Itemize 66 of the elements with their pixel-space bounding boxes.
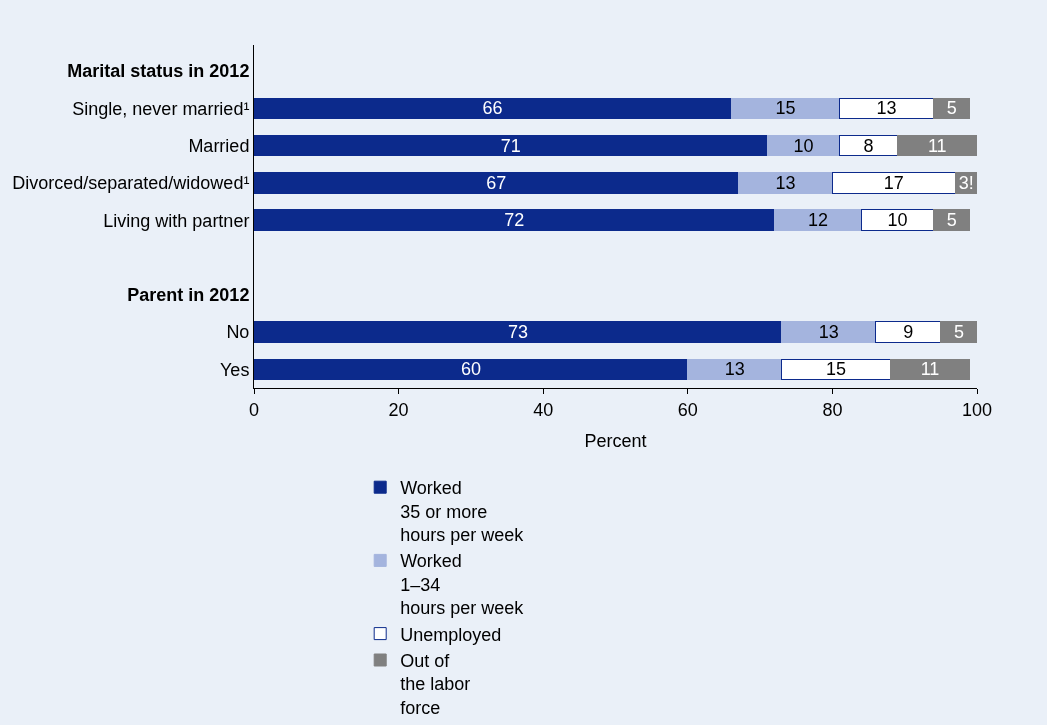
data-label: 3!	[958, 172, 974, 193]
y-tick-label: Yes	[220, 359, 250, 380]
bar	[875, 321, 942, 343]
bar	[254, 209, 776, 231]
bar	[896, 134, 977, 157]
bar	[766, 134, 841, 157]
legend-label: Worked 35 or more hours per week	[400, 478, 525, 546]
bar	[933, 97, 971, 120]
bar	[940, 321, 977, 343]
data-label: 5	[946, 98, 957, 119]
bar	[774, 209, 862, 231]
x-axis-title: Percent	[584, 430, 647, 451]
bar	[687, 358, 783, 381]
y-tick-label: Living with partner	[103, 210, 250, 231]
bar	[889, 358, 971, 381]
data-label: 12	[807, 210, 828, 231]
bar	[839, 97, 935, 120]
data-label: 72	[504, 210, 525, 231]
data-label: 66	[482, 98, 503, 119]
data-label: 13	[775, 172, 796, 193]
data-label: 13	[818, 322, 839, 343]
data-label: 10	[793, 135, 814, 156]
x-tick-label: 40	[533, 399, 554, 420]
bar	[933, 209, 971, 231]
bar	[254, 97, 732, 120]
data-label: 15	[775, 98, 796, 119]
data-label: 5	[953, 322, 964, 343]
bar	[831, 172, 956, 194]
bar	[254, 134, 768, 157]
y-tick-label: Married	[188, 135, 250, 156]
y-tick-label: Single, never married¹	[72, 98, 250, 119]
bar	[781, 358, 891, 381]
bar	[254, 172, 739, 194]
data-label: 67	[486, 172, 507, 193]
data-label: 71	[500, 135, 521, 156]
legend-label: Out of the labor force	[400, 651, 471, 718]
legend-label: Unemployed	[400, 624, 502, 645]
bar	[737, 172, 833, 194]
y-tick-label: Divorced/separated/widowed¹	[12, 173, 250, 194]
data-label: 9	[903, 322, 914, 343]
bar	[839, 134, 898, 157]
x-tick-label: 80	[822, 399, 843, 420]
data-label: 60	[460, 359, 481, 380]
legend-label: Worked 1–34 hours per week	[400, 551, 525, 619]
bar	[781, 321, 877, 343]
bar	[254, 321, 783, 343]
data-label: 13	[876, 98, 897, 119]
bar	[860, 209, 935, 231]
data-label: 5	[946, 210, 957, 231]
data-label: 8	[863, 135, 874, 156]
data-label: 10	[887, 210, 908, 231]
x-tick-label: 100	[961, 399, 993, 420]
y-tick-label: Marital status in 2012	[67, 61, 250, 82]
data-label: 15	[826, 359, 847, 380]
x-tick-label: 60	[677, 399, 698, 420]
bar	[254, 358, 689, 381]
x-tick-label: 0	[248, 399, 260, 420]
data-label: 11	[927, 135, 947, 156]
bar	[730, 97, 841, 120]
y-tick-label: Parent in 2012	[127, 285, 250, 306]
data-label: 17	[883, 172, 904, 193]
data-label: 11	[920, 359, 940, 380]
data-label: 13	[724, 359, 745, 380]
y-tick-label: No	[226, 322, 250, 343]
x-tick-label: 20	[388, 399, 409, 420]
data-label: 73	[507, 322, 528, 343]
